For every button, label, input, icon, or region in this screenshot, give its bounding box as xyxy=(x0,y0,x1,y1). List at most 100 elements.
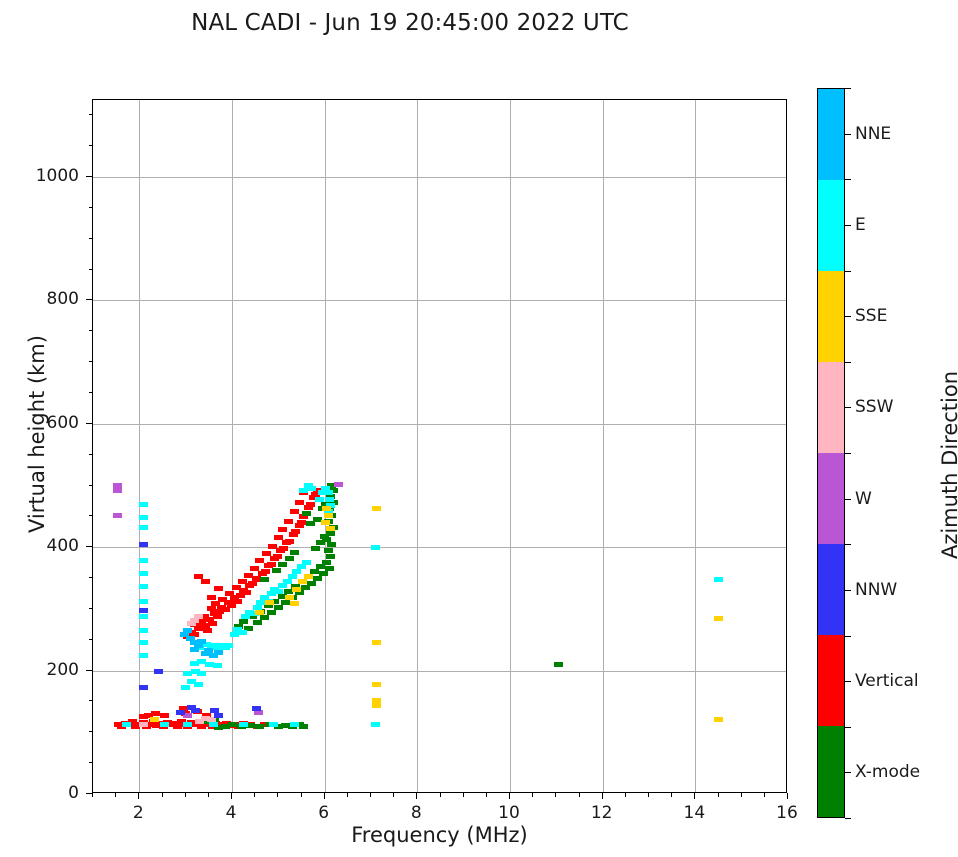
x-tick-major xyxy=(416,793,418,799)
y-tick-minor xyxy=(88,145,92,147)
data-point xyxy=(229,632,239,638)
data-point xyxy=(301,560,311,566)
colorbar-tick xyxy=(845,224,851,226)
data-point xyxy=(138,501,148,507)
y-tick-minor xyxy=(88,453,92,455)
data-point xyxy=(205,616,215,622)
colorbar-band-vertical[interactable] xyxy=(818,635,844,726)
colorbar-band-nne[interactable] xyxy=(818,89,844,180)
x-tick-minor xyxy=(439,793,441,797)
colorbar[interactable] xyxy=(817,88,845,818)
colorbar-band-nnw[interactable] xyxy=(818,544,844,635)
data-point xyxy=(220,723,230,729)
data-point xyxy=(313,487,323,493)
data-point xyxy=(264,722,274,728)
data-point xyxy=(284,518,294,524)
data-point xyxy=(259,721,269,727)
data-point xyxy=(235,592,245,598)
data-point xyxy=(191,707,201,713)
data-point xyxy=(292,569,302,575)
data-point xyxy=(138,584,148,590)
data-point xyxy=(306,501,316,507)
data-point xyxy=(325,531,335,537)
data-point xyxy=(299,723,309,729)
x-tick-minor xyxy=(115,793,117,797)
data-point xyxy=(310,545,320,551)
x-tick-label: 4 xyxy=(225,803,237,823)
colorbar-tick xyxy=(845,772,851,774)
data-point xyxy=(212,663,222,669)
data-point xyxy=(321,520,331,526)
x-axis-label: Frequency (MHz) xyxy=(351,823,528,847)
x-tick-label: 12 xyxy=(590,803,613,823)
data-point xyxy=(242,589,252,595)
plot-area[interactable] xyxy=(92,99,787,793)
data-point xyxy=(280,723,290,729)
data-point xyxy=(190,617,200,623)
x-tick-minor xyxy=(277,793,279,797)
x-tick-label: 14 xyxy=(683,803,706,823)
colorbar-label-nnw: NNW xyxy=(855,579,898,600)
data-point xyxy=(255,723,265,729)
data-point xyxy=(206,595,216,601)
x-tick-minor xyxy=(555,793,557,797)
data-point xyxy=(254,576,264,582)
data-point xyxy=(269,721,279,727)
data-point xyxy=(139,722,149,728)
x-tick-minor xyxy=(763,793,765,797)
data-point xyxy=(176,718,186,724)
data-point xyxy=(183,722,193,728)
colorbar-tick xyxy=(845,498,851,500)
data-point xyxy=(313,575,323,581)
data-point xyxy=(200,716,210,722)
data-point xyxy=(243,572,253,578)
colorbar-band-ssw[interactable] xyxy=(818,362,844,453)
colorbar-band-e[interactable] xyxy=(818,180,844,271)
colorbar-band-w[interactable] xyxy=(818,453,844,544)
colorbar-label-sse: SSE xyxy=(855,306,888,327)
data-point xyxy=(278,582,288,588)
data-point xyxy=(285,555,295,561)
data-point xyxy=(138,541,148,547)
data-point xyxy=(195,624,205,630)
data-point xyxy=(246,723,256,729)
data-point xyxy=(178,706,188,712)
y-tick-label: 200 xyxy=(46,659,79,680)
data-point xyxy=(299,513,309,519)
colorbar-band-x-mode[interactable] xyxy=(818,726,844,817)
data-point xyxy=(272,553,282,559)
x-tick-minor xyxy=(370,793,371,797)
data-point xyxy=(313,516,323,522)
x-tick-minor xyxy=(532,793,534,797)
x-tick-minor xyxy=(254,793,256,797)
data-point xyxy=(181,685,191,691)
y-tick-minor xyxy=(88,484,92,486)
data-point xyxy=(372,506,382,512)
data-point xyxy=(273,535,283,541)
data-point xyxy=(372,697,382,703)
x-tick-minor xyxy=(92,793,93,797)
data-point xyxy=(290,508,300,514)
data-point xyxy=(273,605,283,611)
data-point xyxy=(186,679,196,685)
data-point xyxy=(303,574,313,580)
gridline-horizontal xyxy=(93,670,786,672)
y-axis-label: Virtual height (km) xyxy=(25,335,49,533)
gridline-vertical xyxy=(695,100,697,792)
data-point xyxy=(284,589,294,595)
data-point xyxy=(255,609,265,615)
data-point xyxy=(237,578,247,584)
data-point xyxy=(160,722,170,728)
data-point xyxy=(237,629,247,635)
data-point xyxy=(307,580,317,586)
x-tick-minor xyxy=(740,793,742,797)
data-point xyxy=(278,527,288,533)
data-point xyxy=(252,605,262,611)
colorbar-band-sse[interactable] xyxy=(818,271,844,362)
x-tick-minor xyxy=(300,793,302,797)
data-point xyxy=(121,722,131,728)
y-tick-major xyxy=(86,422,92,424)
data-point xyxy=(197,658,207,664)
colorbar-tick xyxy=(845,589,851,591)
data-point xyxy=(223,600,233,606)
